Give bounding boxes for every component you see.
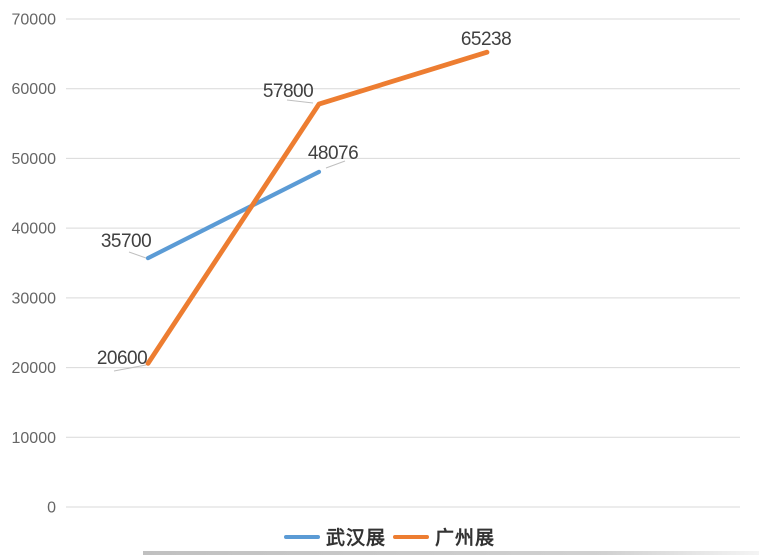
label-leader-line <box>325 160 346 169</box>
data-label: 65238 <box>461 29 511 50</box>
label-leader-line <box>286 99 314 104</box>
legend-item-wuhan: 武汉展 <box>283 523 386 550</box>
y-axis-tick-label: 40000 <box>12 221 57 238</box>
line-chart-canvas: 0 10000 20000 30000 40000 50000 60000 70000 3570… <box>12 12 740 517</box>
y-axis-tick-label: 30000 <box>12 290 57 307</box>
y-axis-tick-label: 10000 <box>12 430 57 447</box>
y-axis-tick-label: 20000 <box>12 360 57 377</box>
chart-legend: 武汉展 广州展 <box>10 523 759 550</box>
y-axis-tick-label: 60000 <box>12 81 57 98</box>
legend-item-guangzhou: 广州展 <box>393 523 495 550</box>
y-axis-tick-label: 0 <box>47 500 56 517</box>
data-label: 57800 <box>263 81 313 102</box>
legend-swatch-wuhan-icon <box>283 534 320 539</box>
data-label: 20600 <box>97 348 147 369</box>
data-label: 48076 <box>308 143 358 164</box>
legend-label-guangzhou: 广州展 <box>435 528 496 549</box>
series-line-1 <box>145 169 322 261</box>
legend-swatch-guangzhou-icon <box>393 534 429 539</box>
legend-label-wuhan: 武汉展 <box>325 528 386 549</box>
bottom-shadow-bar <box>143 551 759 555</box>
y-axis-tick-label: 50000 <box>12 151 57 168</box>
label-leader-line <box>128 251 147 259</box>
label-leader-line <box>113 364 147 372</box>
series-line-2 <box>145 49 490 366</box>
y-axis-tick-label: 70000 <box>12 12 57 29</box>
data-label: 35700 <box>101 231 151 252</box>
